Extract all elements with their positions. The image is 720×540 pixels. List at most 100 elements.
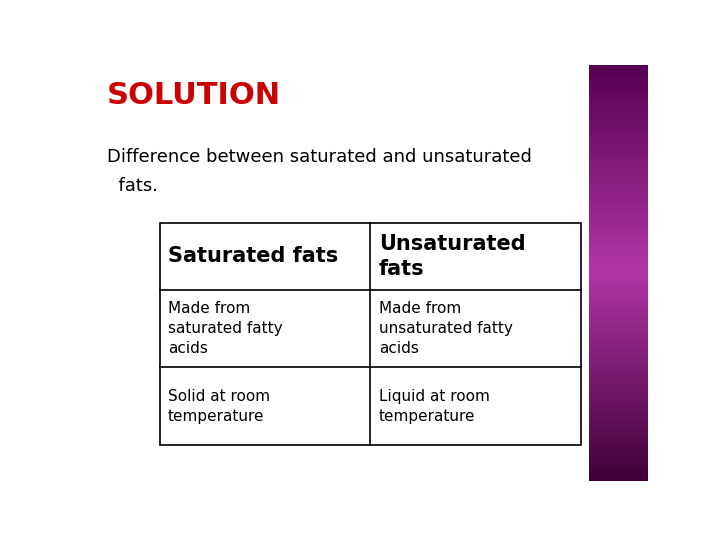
Bar: [590, 451, 648, 456]
Bar: [590, 160, 648, 165]
Bar: [590, 468, 648, 472]
Bar: [590, 69, 648, 73]
Bar: [590, 443, 648, 447]
Bar: [590, 190, 648, 194]
Bar: [590, 348, 648, 352]
Bar: [590, 206, 648, 210]
Bar: [590, 373, 648, 377]
Text: SOLUTION: SOLUTION: [107, 82, 281, 111]
Bar: [590, 327, 648, 331]
Bar: [590, 102, 648, 106]
Bar: [590, 136, 648, 140]
Bar: [590, 185, 648, 190]
Bar: [590, 82, 648, 85]
Bar: [590, 435, 648, 439]
Bar: [590, 447, 648, 451]
Bar: [590, 127, 648, 131]
Bar: [590, 289, 648, 294]
Bar: [590, 202, 648, 206]
Bar: [590, 165, 648, 168]
Bar: [590, 173, 648, 177]
Bar: [160, 223, 581, 446]
Bar: [590, 65, 648, 69]
Text: Unsaturated
fats: Unsaturated fats: [379, 234, 526, 279]
Bar: [590, 260, 648, 265]
Bar: [590, 111, 648, 114]
Bar: [590, 322, 648, 327]
Bar: [590, 460, 648, 464]
Bar: [590, 439, 648, 443]
Bar: [590, 427, 648, 431]
Bar: [590, 389, 648, 393]
Bar: [590, 368, 648, 373]
Bar: [590, 352, 648, 356]
Bar: [590, 177, 648, 181]
Bar: [590, 152, 648, 156]
Bar: [590, 294, 648, 298]
Bar: [590, 476, 648, 481]
Bar: [590, 144, 648, 148]
Bar: [590, 265, 648, 268]
Bar: [590, 306, 648, 310]
Bar: [590, 248, 648, 252]
Text: Difference between saturated and unsaturated: Difference between saturated and unsatur…: [107, 148, 531, 166]
Bar: [590, 256, 648, 260]
Bar: [590, 356, 648, 360]
Bar: [590, 339, 648, 343]
Bar: [590, 335, 648, 339]
Bar: [590, 377, 648, 381]
Bar: [590, 235, 648, 239]
Bar: [590, 252, 648, 256]
Bar: [590, 310, 648, 314]
Bar: [590, 73, 648, 77]
Bar: [590, 227, 648, 231]
Bar: [590, 94, 648, 98]
Text: Solid at room
temperature: Solid at room temperature: [168, 389, 270, 424]
Bar: [590, 106, 648, 111]
Bar: [590, 343, 648, 348]
Bar: [590, 219, 648, 223]
Bar: [590, 456, 648, 460]
Bar: [590, 90, 648, 94]
Bar: [590, 268, 648, 273]
Bar: [590, 431, 648, 435]
Bar: [590, 156, 648, 160]
Text: fats.: fats.: [107, 177, 158, 195]
Bar: [590, 364, 648, 368]
Bar: [590, 302, 648, 306]
Bar: [590, 119, 648, 123]
Text: Saturated fats: Saturated fats: [168, 246, 338, 266]
Bar: [590, 181, 648, 185]
Bar: [590, 281, 648, 285]
Bar: [590, 402, 648, 406]
Bar: [590, 148, 648, 152]
Bar: [590, 360, 648, 364]
Bar: [590, 410, 648, 414]
Bar: [590, 231, 648, 235]
Bar: [590, 210, 648, 214]
Bar: [590, 140, 648, 144]
Bar: [590, 223, 648, 227]
Bar: [590, 464, 648, 468]
Bar: [590, 77, 648, 82]
Bar: [590, 319, 648, 322]
Bar: [590, 244, 648, 248]
Bar: [590, 194, 648, 198]
Bar: [590, 314, 648, 319]
Bar: [590, 98, 648, 102]
Bar: [590, 285, 648, 289]
Bar: [590, 472, 648, 476]
Text: Liquid at room
temperature: Liquid at room temperature: [379, 389, 490, 424]
Text: Made from
saturated fatty
acids: Made from saturated fatty acids: [168, 301, 283, 356]
Bar: [590, 298, 648, 302]
Text: Made from
unsaturated fatty
acids: Made from unsaturated fatty acids: [379, 301, 513, 356]
Bar: [590, 422, 648, 427]
Bar: [590, 114, 648, 119]
Bar: [590, 131, 648, 136]
Bar: [590, 85, 648, 90]
Bar: [590, 414, 648, 418]
Bar: [590, 277, 648, 281]
Bar: [590, 397, 648, 402]
Bar: [590, 406, 648, 410]
Bar: [590, 168, 648, 173]
